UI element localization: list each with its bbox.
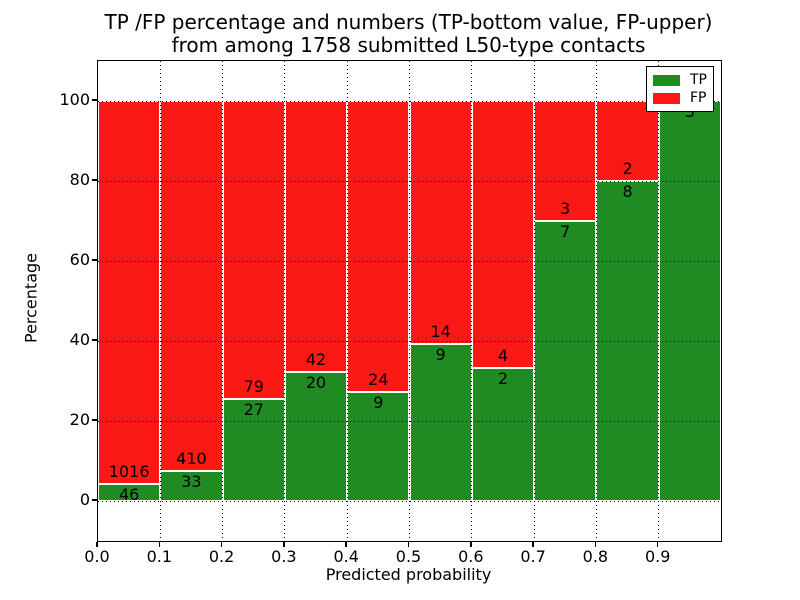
- fp-count-label: 3: [560, 199, 571, 218]
- x-gridline: [222, 61, 224, 541]
- tp-bar-segment: [284, 371, 348, 501]
- plot-area: 101646410337927422024914942372803: [97, 60, 722, 542]
- legend: TP FP: [646, 66, 714, 112]
- tp-legend-swatch: [653, 74, 680, 86]
- x-tick-label: 0.2: [208, 547, 235, 566]
- x-gridline: [471, 61, 473, 541]
- x-tick: [407, 541, 410, 547]
- legend-label: FP: [690, 90, 707, 106]
- fp-count-label: 1016: [108, 461, 150, 481]
- x-tick: [283, 541, 285, 547]
- y-tick-label: 80: [69, 170, 90, 189]
- y-tick: [91, 179, 97, 181]
- x-gridline: [346, 61, 348, 541]
- fp-count-label: 24: [368, 369, 389, 389]
- fp-count-label: 14: [430, 322, 451, 342]
- x-gridline: [159, 61, 161, 541]
- x-tick-label: 0.3: [271, 547, 297, 566]
- fp-count-label: 4: [497, 345, 509, 365]
- x-tick: [470, 541, 472, 547]
- x-gridline: [533, 61, 535, 541]
- x-tick: [158, 541, 161, 547]
- tp-count-label: 9: [373, 392, 384, 412]
- fp-count-label: 410: [176, 449, 207, 469]
- y-tick: [91, 499, 97, 501]
- x-tick-label: 0.4: [333, 547, 359, 566]
- fp-bar-segment: [160, 101, 223, 472]
- y-tick-label: 60: [69, 250, 90, 269]
- x-tick: [345, 541, 347, 547]
- x-gridline: [284, 61, 286, 541]
- fp-bar-segment: [98, 101, 161, 484]
- tp-count-label: 7: [560, 222, 571, 241]
- chart-title-line2: from among 1758 submitted L50-type conta…: [171, 33, 646, 57]
- fp-count-label: 42: [305, 349, 327, 369]
- x-tick-label: 0.5: [395, 547, 422, 566]
- x-tick-label: 0.0: [84, 547, 110, 566]
- x-tick-label: 0.7: [520, 547, 546, 566]
- tp-bar-segment: [98, 483, 161, 501]
- y-tick: [91, 99, 97, 101]
- y-tick: [91, 419, 97, 421]
- y-tick-label: 0: [79, 490, 90, 509]
- x-tick-label: 0.9: [644, 547, 671, 566]
- x-tick: [594, 541, 597, 547]
- fp-bar-segment: [471, 101, 535, 368]
- tp-count-label: 27: [243, 400, 264, 420]
- tp-count-label: 2: [497, 368, 509, 388]
- y-tick: [91, 259, 97, 261]
- x-gridline: [595, 61, 597, 541]
- tp-count-label: 33: [181, 472, 202, 492]
- x-tick: [220, 541, 223, 547]
- fp-count-label: 2: [622, 159, 633, 178]
- x-tick: [532, 541, 534, 547]
- legend-row: FP: [653, 91, 713, 105]
- tp-count-label: 20: [305, 372, 327, 392]
- tp-bar-segment: [409, 344, 472, 501]
- y-tick: [91, 339, 97, 341]
- legend-row: TP: [653, 73, 713, 87]
- fp-bar-segment: [284, 101, 348, 372]
- x-axis-label: Predicted probability: [325, 565, 492, 584]
- x-gridline: [658, 61, 660, 541]
- tp-bar-segment: [222, 399, 285, 501]
- tp-count-label: 8: [622, 182, 633, 201]
- fp-bar-segment: [409, 101, 472, 345]
- fp-bar-segment: [534, 101, 597, 221]
- tp-bar-segment: [160, 471, 223, 501]
- x-tick-label: 0.1: [146, 547, 173, 566]
- y-tick-label: 100: [59, 90, 90, 109]
- tp-count-label: 46: [118, 484, 140, 504]
- fp-bar-segment: [596, 101, 659, 181]
- fp-bar-segment: [222, 101, 285, 400]
- fp-legend-swatch: [653, 92, 680, 104]
- x-tick: [656, 541, 659, 547]
- tp-bar-segment: [347, 391, 410, 501]
- x-tick-label: 0.6: [458, 547, 484, 566]
- tp-bar-segment: [658, 101, 721, 501]
- y-tick-label: 40: [69, 330, 90, 349]
- fp-count-label: 79: [243, 377, 264, 397]
- tp-count-label: 9: [435, 345, 446, 365]
- y-tick-label: 20: [69, 410, 90, 429]
- chart-title-line1: TP /FP percentage and numbers (TP-bottom…: [104, 10, 713, 34]
- legend-label: TP: [690, 72, 707, 88]
- tp-bar-segment: [534, 221, 597, 501]
- x-gridline: [409, 61, 410, 541]
- tp-bar-segment: [471, 367, 535, 501]
- x-tick: [96, 541, 98, 547]
- x-tick-label: 0.8: [582, 547, 609, 566]
